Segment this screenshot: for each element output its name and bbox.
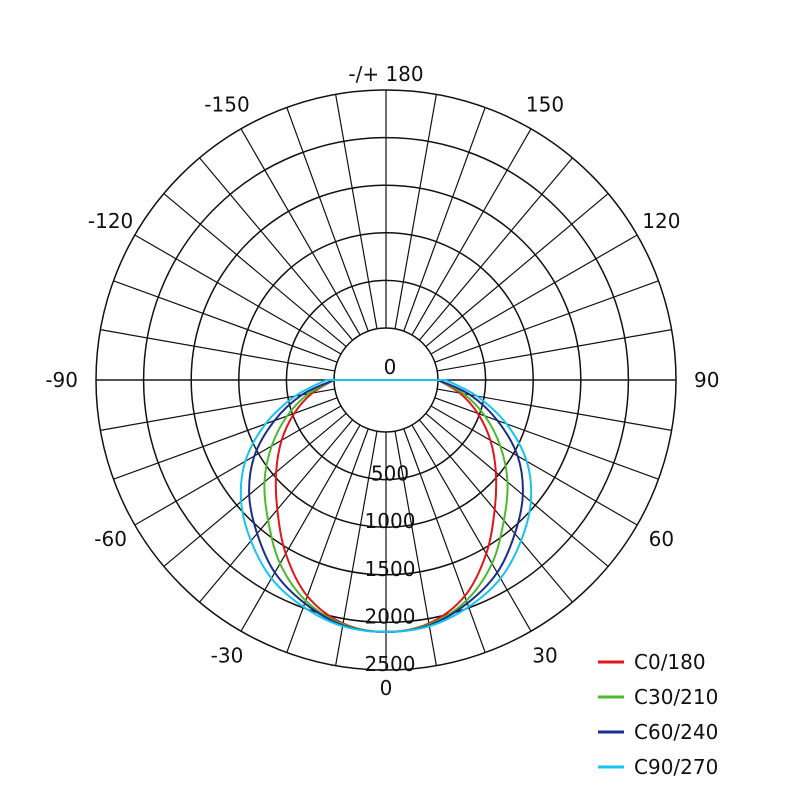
grid-spoke-30 (411, 424, 532, 632)
radial-tick-label-2000: 2000 (365, 604, 416, 628)
grid-spoke-120 (430, 234, 638, 355)
grid-spoke-140 (418, 157, 573, 341)
series-curves (239, 379, 533, 633)
legend-label-c60-240: C60/240 (634, 720, 718, 744)
angle-label-150: 150 (526, 93, 564, 117)
legend-label-c0-180: C0/180 (634, 650, 706, 674)
radial-tick-label-1000: 1000 (365, 509, 416, 533)
grid-spoke-50 (425, 412, 609, 567)
radial-tick-label-1500: 1500 (365, 557, 416, 581)
grid-spoke-40 (418, 419, 573, 603)
grid-spoke-300 (134, 405, 342, 526)
grid-spoke-60 (430, 405, 638, 526)
angle-label--90: -90 (45, 368, 78, 392)
grid-spoke-340 (286, 428, 369, 653)
grid-spoke-280 (100, 388, 335, 431)
angle-label--30: -30 (211, 643, 244, 667)
legend: C0/180 C30/210 C60/240 C90/270 (598, 650, 718, 779)
legend-label-c30-210: C30/210 (634, 685, 718, 709)
grid-spoke-220 (199, 157, 354, 341)
grid-spoke-110 (434, 280, 659, 363)
angle-label--150: -150 (204, 93, 249, 117)
grid-spoke-260 (100, 329, 335, 372)
grid-spoke-20 (403, 428, 486, 653)
grid-spoke-330 (240, 424, 361, 632)
grid-spoke-250 (113, 280, 338, 363)
grid-spoke-190 (335, 94, 378, 329)
series-curve-c90-270 (239, 379, 533, 633)
grid-spoke-150 (411, 128, 532, 336)
grid-spoke-230 (163, 193, 347, 348)
grid-spoke-290 (113, 397, 338, 480)
grid-spoke-320 (199, 419, 354, 603)
angle-label--120: -120 (88, 209, 133, 233)
angle-labels: 0 30 60 90 120 150 -/+ 180 -150 -120 -90 -60 -30 (45, 62, 719, 700)
grid-spoke-240 (134, 234, 342, 355)
angle-label-90: 90 (694, 368, 719, 392)
grid-spoke-80 (437, 388, 672, 431)
grid-spoke-130 (425, 193, 609, 348)
grid-spoke-210 (240, 128, 361, 336)
angle-label-180: -/+ 180 (348, 62, 423, 86)
radial-tick-labels: 0 500 1000 1500 2000 2500 (365, 355, 416, 676)
radial-tick-label-500: 500 (371, 462, 409, 486)
angle-label-60: 60 (649, 527, 674, 551)
polar-grid (95, 89, 677, 671)
grid-spoke-100 (437, 329, 672, 372)
grid-spoke-160 (403, 107, 486, 332)
grid-spoke-310 (163, 412, 347, 567)
angle-label--60: -60 (94, 527, 127, 551)
grid-spoke-170 (394, 94, 437, 329)
legend-label-c90-270: C90/270 (634, 755, 718, 779)
radial-tick-label-2500: 2500 (365, 652, 416, 676)
grid-spoke-70 (434, 397, 659, 480)
angle-label-0: 0 (380, 676, 393, 700)
angle-label-30: 30 (532, 643, 557, 667)
radial-tick-label-0: 0 (384, 355, 397, 379)
grid-spoke-200 (286, 107, 369, 332)
angle-label-120: 120 (642, 209, 680, 233)
